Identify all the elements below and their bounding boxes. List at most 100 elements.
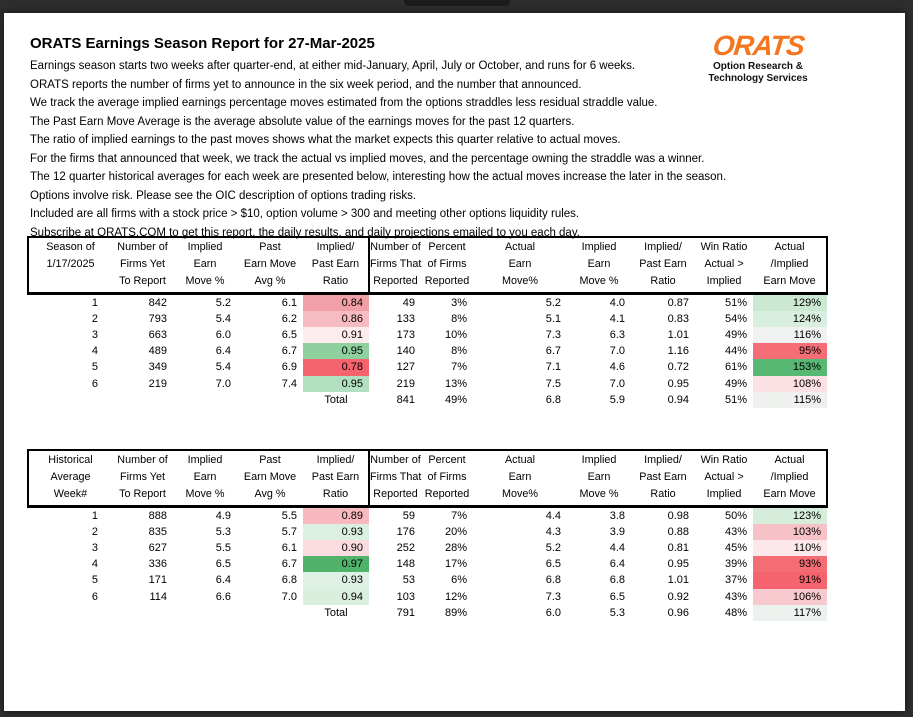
cell [173,605,237,621]
current-season-table-body: 1 842 5.2 6.1 0.84 49 3% 5.2 4.0 0.87 51% 129% 2 793 5… [28,293,827,409]
cell: 5.9 [609,393,625,406]
cell: 7.0 [609,377,625,390]
cell: 3% [451,296,467,309]
cell: 7% [451,509,467,522]
cell: 61% [724,361,747,374]
column-header-line: Earn Move [243,471,297,484]
cell: 0.96 [667,606,689,619]
column-header-line: Historical [48,454,93,466]
table-row: 2 793 5.4 6.2 0.86 133 8% 5.1 4.1 0.83 54% 124% [28,310,827,328]
cell: 663 [148,329,167,342]
column-header: Actual Earn Move% [473,448,567,508]
cell: 5.1 [545,312,561,325]
cell: 123% [753,506,827,524]
cell: 108% [753,375,827,392]
cell: 7.3 [545,329,561,342]
cell: 53 [402,574,415,587]
cell: 7.1 [545,361,561,374]
column-header-line: Actual [774,454,805,466]
cell: 43% [724,525,747,538]
column-header-line: Firms That [370,258,422,271]
column-header-line: Earn Move [763,488,816,501]
orats-logo: ORATS Option Research & Technology Servi… [706,30,810,84]
cell: 106% [753,588,827,605]
column-header-line: Implied [706,275,742,288]
cell: 6.6 [215,590,231,603]
column-header-line: To Report [119,275,166,288]
intro-line: The ratio of implied earnings to the pas… [30,134,621,146]
column-header-line: Move % [185,488,225,501]
cell: 173 [396,329,415,342]
cell: 45% [724,542,747,555]
column-header-line: Reported [424,275,470,288]
column-header-line: Implied [581,241,617,253]
column-header: Implied/Past Earn Ratio [631,448,695,508]
cell: 4.4 [545,509,561,522]
total-label: Total [324,606,348,619]
column-header-line: Earn Move [243,258,297,271]
cell: 0.95 [303,343,369,360]
column-header: Win Ratio Actual > Implied [695,448,753,508]
column-header: Implied/Past Earn Ratio [631,235,695,295]
cell: 349 [148,361,167,374]
cell: 6.8 [609,574,625,587]
column-header-line: of Firms [427,258,467,271]
cell: 114 [149,590,167,603]
table-row: 6 219 7.0 7.4 0.95 219 13% 7.5 7.0 0.95 49% 108% [28,375,827,392]
cell: 6.8 [545,393,561,406]
cell: 6.2 [281,312,297,325]
column-header-line: Ratio [322,275,349,288]
cell: 6.5 [215,558,231,571]
column-header-line: Ratio [322,488,349,501]
cell: 219 [396,377,415,390]
cell: 5.4 [215,361,231,374]
cell: 44% [724,345,747,358]
cell: 0.90 [303,540,369,557]
column-header: Number of Firms Yet To Report [112,235,173,295]
cell: 7.0 [609,345,625,358]
cell: 219 [148,377,167,390]
column-header-line [29,273,112,290]
cell: 5.5 [281,509,297,522]
cell: 489 [148,345,167,358]
cell: 20% [444,525,467,538]
cell: 0.86 [303,310,369,328]
cell: 133 [396,312,415,325]
cell: 3.8 [609,509,625,522]
cell [28,392,112,408]
cell: 129% [753,293,827,311]
column-header-line: Move% [501,488,538,501]
cell: 6.8 [545,574,561,587]
cell: 5.7 [281,525,297,538]
column-header-line: Number of [370,241,421,253]
cell: 4.1 [609,312,625,325]
table-row: 2 835 5.3 5.7 0.93 176 20% 4.3 3.9 0.88 43% 103% [28,523,827,541]
cell: 49% [724,329,747,342]
cell: 835 [148,525,167,538]
cell: 6.4 [215,574,231,587]
cell: 7% [451,361,467,374]
column-header: Number of Firms That Reported [368,448,421,508]
viewer-top-tab [404,0,510,6]
column-header-line: Season of [46,241,95,253]
cell [237,605,303,621]
cell: 6 [91,377,98,390]
cell: 6% [451,574,467,587]
cell: 6.0 [215,329,231,342]
cell: 50% [724,509,747,522]
intro-line: The 12 quarter historical averages for e… [30,171,727,183]
cell: 10% [444,329,467,342]
cell: 6.7 [281,345,297,358]
cell: 5.2 [215,296,231,309]
cell: 127 [396,361,415,374]
column-header-line: Implied/ [316,454,355,466]
cell: 1.01 [667,574,689,587]
cell: 95% [753,343,827,360]
cell: 6.7 [545,345,561,358]
column-header-line: Week# [53,488,88,501]
intro-line: The Past Earn Move Average is the averag… [30,115,575,128]
column-header-line: 1/17/2025 [46,258,95,271]
column-header: Percent of Firms Reported [421,235,473,295]
cell: 0.98 [667,509,689,522]
column-header-line: Reported [373,488,418,501]
